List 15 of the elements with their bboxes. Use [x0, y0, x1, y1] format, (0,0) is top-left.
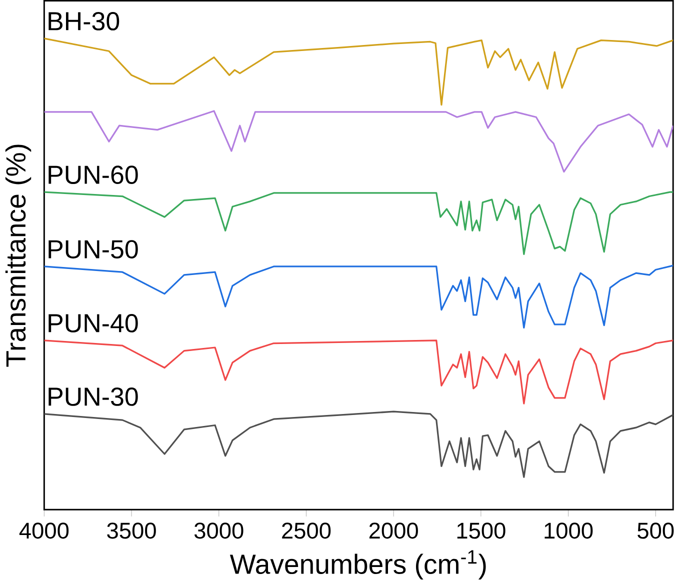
x-tick-label: 2500: [282, 522, 331, 539]
series-label: BH-30: [48, 12, 120, 30]
x-tick-label: 1000: [544, 522, 593, 539]
y-axis-title: Transmittance (%): [5, 144, 32, 367]
x-tick-label: 3500: [107, 522, 156, 539]
x-tick-label: 3000: [194, 522, 244, 539]
series-label: PUN-50: [48, 240, 138, 259]
x-tick-label: 1500: [457, 522, 506, 539]
series-label: PUN-30: [48, 388, 138, 406]
series-label: PUN-40: [48, 314, 138, 332]
x-tick-label: 4000: [19, 522, 69, 539]
x-tick-label: 500: [638, 522, 674, 539]
x-axis-title: Wavenumbers (cm$^{-1}$): [230, 550, 486, 580]
series-label: PUN-60: [48, 166, 138, 184]
x-tick-label: 2000: [369, 522, 418, 539]
